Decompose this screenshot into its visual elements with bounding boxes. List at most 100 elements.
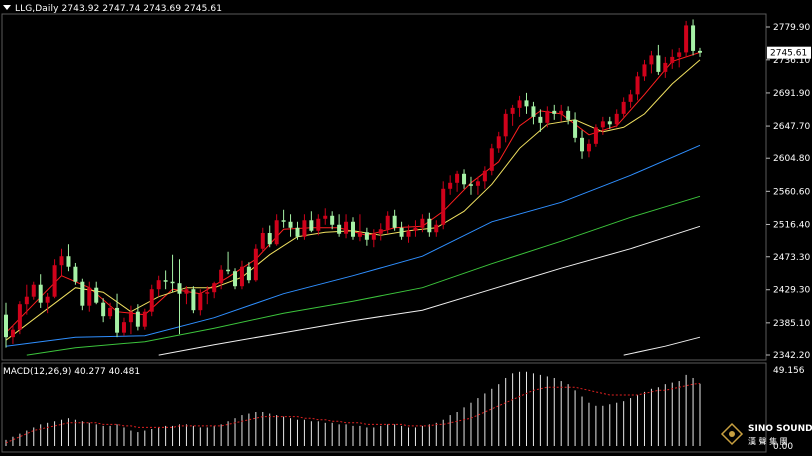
- candle-up: [670, 56, 675, 63]
- candle-up: [344, 221, 349, 234]
- candle-up: [448, 182, 453, 189]
- candle-down: [538, 116, 543, 123]
- candle-up: [45, 296, 50, 303]
- candle-up: [482, 170, 487, 182]
- candle-up: [59, 256, 64, 266]
- candle-down: [462, 173, 467, 185]
- candle-up: [52, 265, 57, 297]
- candle-up: [121, 322, 126, 333]
- candlestick-series: [4, 19, 702, 348]
- candle-down: [531, 106, 536, 117]
- macd-tick-label: 0.00: [773, 442, 793, 452]
- candle-up: [10, 329, 15, 338]
- chevron-down-icon[interactable]: [3, 5, 11, 10]
- price-tick-label: 2604.80: [773, 154, 810, 164]
- candle-up: [649, 55, 654, 65]
- candle-down: [101, 302, 106, 317]
- candle-up: [684, 25, 689, 53]
- candle-up: [441, 188, 446, 225]
- candle-down: [288, 221, 293, 228]
- candle-up: [212, 283, 217, 293]
- candle-down: [309, 220, 314, 231]
- candle-up: [184, 289, 189, 294]
- candle-down: [364, 232, 369, 240]
- candle-down: [691, 25, 696, 51]
- macd-title: MACD(12,26,9) 40.277 40.481: [3, 367, 141, 377]
- candle-up: [489, 148, 494, 171]
- candle-down: [38, 284, 43, 303]
- ohlc-readout: 2743.92 2747.74 2743.69 2745.61: [61, 4, 223, 14]
- candle-up: [496, 136, 501, 149]
- candle-up: [260, 233, 265, 249]
- candle-down: [80, 281, 85, 306]
- price-tick-label: 2385.10: [773, 319, 810, 329]
- candle-up: [31, 284, 36, 297]
- ma_white-line: [158, 225, 701, 356]
- macd-panel-border: [1, 362, 767, 453]
- current-price-tag: [767, 46, 811, 59]
- price-axis: 2779.90 2736.10 2691.90 2647.70 2604.80 2560.…: [766, 23, 811, 361]
- candle-up: [545, 110, 550, 123]
- candle-down: [552, 110, 557, 114]
- current-price-label: 2745.61: [770, 49, 807, 59]
- candle-up: [614, 113, 619, 125]
- candle-up: [219, 269, 224, 284]
- candle-up: [503, 113, 508, 137]
- logo-dot: [729, 431, 735, 437]
- candle-down: [115, 307, 120, 333]
- candle-up: [371, 233, 376, 240]
- candle-up: [142, 311, 147, 327]
- candle-up: [385, 215, 390, 230]
- ma_green-line: [26, 195, 701, 356]
- logo-diamond: [720, 422, 744, 446]
- candle-down: [163, 280, 168, 282]
- chart-frame: [1, 13, 767, 453]
- candle-down: [66, 256, 71, 267]
- ma_blue-line: [5, 144, 701, 347]
- candle-down: [524, 100, 529, 107]
- candle-up: [198, 293, 203, 311]
- candle-up: [663, 62, 668, 72]
- candle-up: [378, 229, 383, 234]
- candle-up: [274, 220, 279, 245]
- ma_white_long-line: [623, 336, 701, 356]
- candle-up: [621, 101, 626, 114]
- candle-up: [406, 230, 411, 237]
- price-tick-label: 2560.60: [773, 187, 810, 197]
- price-tick-label: 2736.10: [773, 56, 810, 66]
- brand-sub: 漢 聲 集 團: [748, 437, 788, 446]
- candle-up: [17, 304, 22, 330]
- chart-title: LLG,Daily 2743.92 2747.74 2743.69 2745.6…: [3, 4, 222, 14]
- candle-down: [607, 121, 612, 125]
- brand-logo: SINO SOUND 漢 聲 集 團: [720, 424, 812, 450]
- candle-up: [413, 227, 418, 231]
- candle-up: [316, 218, 321, 231]
- candle-down: [191, 289, 196, 311]
- price-tick-label: 2429.30: [773, 286, 810, 296]
- price-tick-label: 2342.20: [773, 351, 810, 361]
- price-tick-label: 2473.30: [773, 253, 810, 263]
- candle-down: [337, 224, 342, 234]
- candle-down: [399, 227, 404, 237]
- candle-up: [253, 248, 258, 281]
- candle-down: [94, 287, 99, 303]
- candle-down: [427, 218, 432, 233]
- price-tick-label: 2779.90: [773, 23, 810, 33]
- candle-down: [281, 220, 286, 222]
- candle-down: [698, 50, 702, 53]
- candle-up: [559, 110, 564, 114]
- ma_fast-line: [5, 51, 701, 334]
- candle-down: [330, 215, 335, 225]
- candle-up: [586, 143, 591, 152]
- candle-up: [475, 181, 480, 186]
- candle-down: [351, 221, 355, 237]
- candle-up: [434, 224, 439, 233]
- candle-down: [135, 311, 140, 327]
- candle-up: [149, 289, 154, 312]
- brand-name: SINO SOUND: [748, 424, 812, 434]
- candle-up: [302, 220, 307, 237]
- candle-up: [357, 232, 362, 237]
- candle-up: [239, 266, 244, 287]
- candle-down: [295, 227, 300, 237]
